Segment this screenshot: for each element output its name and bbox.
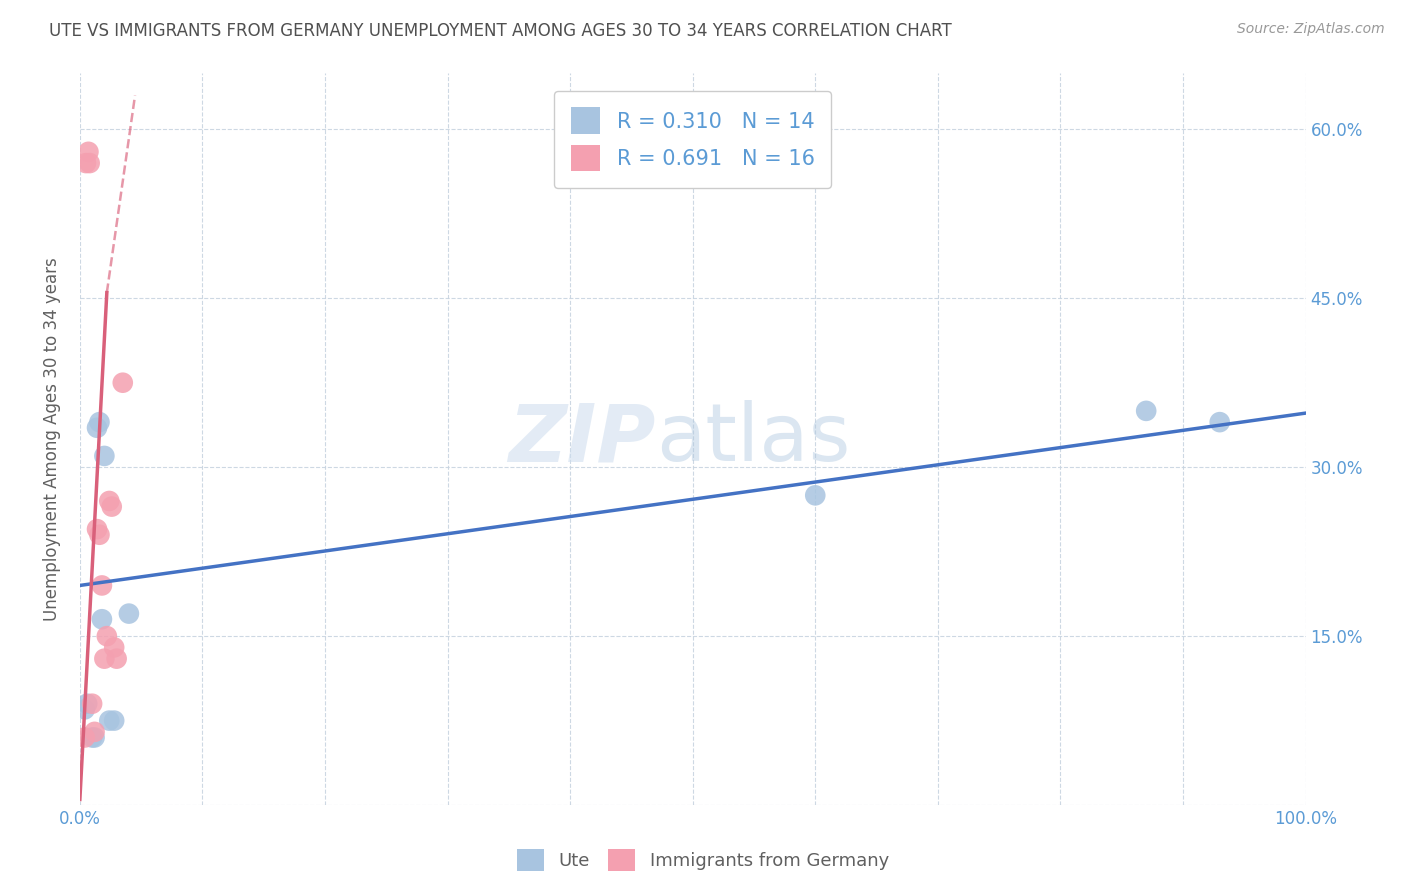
Point xyxy=(1135,404,1157,418)
Point xyxy=(89,415,111,429)
Point xyxy=(73,731,96,745)
Point xyxy=(804,488,827,502)
Y-axis label: Unemployment Among Ages 30 to 34 years: Unemployment Among Ages 30 to 34 years xyxy=(44,257,60,621)
Point xyxy=(82,697,104,711)
Point xyxy=(98,714,121,728)
Point xyxy=(93,651,115,665)
Point xyxy=(75,156,97,170)
Point xyxy=(111,376,134,390)
Legend: R = 0.310   N = 14, R = 0.691   N = 16: R = 0.310 N = 14, R = 0.691 N = 16 xyxy=(554,91,831,188)
Text: Source: ZipAtlas.com: Source: ZipAtlas.com xyxy=(1237,22,1385,37)
Point xyxy=(82,731,104,745)
Point xyxy=(90,612,112,626)
Point xyxy=(100,500,122,514)
Point xyxy=(83,731,105,745)
Point xyxy=(118,607,141,621)
Point xyxy=(83,724,105,739)
Point xyxy=(86,421,108,435)
Point xyxy=(93,449,115,463)
Point xyxy=(105,651,128,665)
Point xyxy=(86,522,108,536)
Point xyxy=(76,697,98,711)
Text: ZIP: ZIP xyxy=(509,400,657,478)
Point xyxy=(98,494,121,508)
Point xyxy=(79,156,101,170)
Text: atlas: atlas xyxy=(657,400,851,478)
Point xyxy=(90,578,112,592)
Point xyxy=(89,528,111,542)
Text: UTE VS IMMIGRANTS FROM GERMANY UNEMPLOYMENT AMONG AGES 30 TO 34 YEARS CORRELATIO: UTE VS IMMIGRANTS FROM GERMANY UNEMPLOYM… xyxy=(49,22,952,40)
Legend: Ute, Immigrants from Germany: Ute, Immigrants from Germany xyxy=(510,842,896,879)
Point xyxy=(96,629,118,643)
Point xyxy=(77,145,100,159)
Point xyxy=(1209,415,1232,429)
Point xyxy=(73,702,96,716)
Point xyxy=(103,640,125,655)
Point xyxy=(103,714,125,728)
